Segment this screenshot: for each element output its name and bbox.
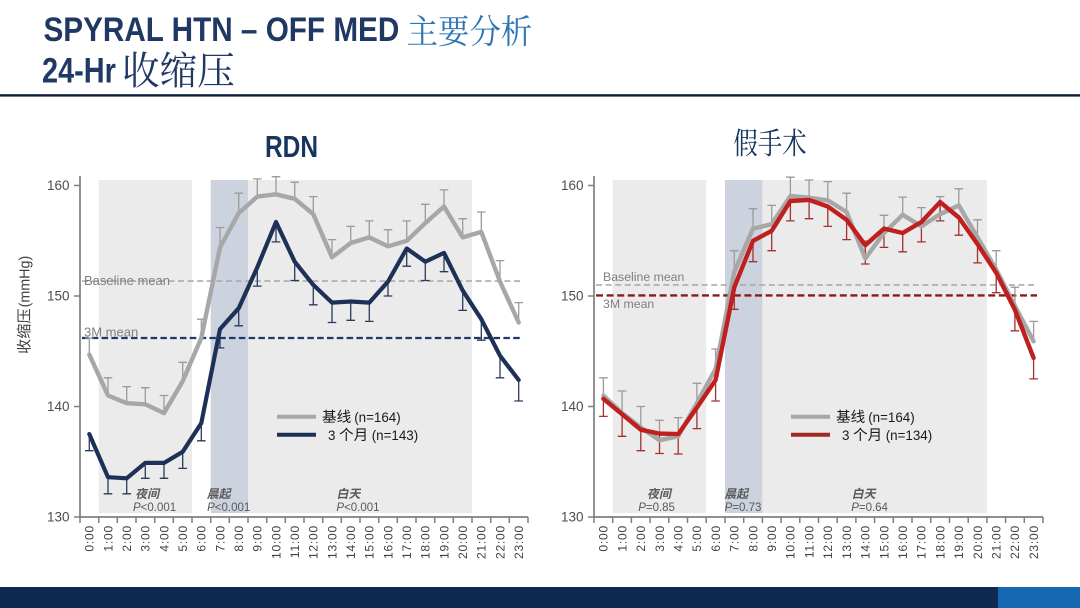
svg-text:2:00: 2:00 [120, 525, 134, 552]
svg-text:21:00: 21:00 [475, 525, 489, 559]
svg-text:7:00: 7:00 [213, 525, 227, 552]
svg-text:21:00: 21:00 [990, 525, 1004, 559]
svg-text:RDN: RDN [265, 129, 318, 163]
svg-text:1:00: 1:00 [615, 525, 629, 552]
svg-text:140: 140 [561, 399, 584, 414]
svg-text:23:00: 23:00 [512, 525, 526, 559]
svg-text:1:00: 1:00 [101, 525, 115, 552]
svg-text:150: 150 [47, 288, 70, 303]
svg-text:P<0.001: P<0.001 [207, 502, 250, 514]
svg-text:(n=134): (n=134) [886, 428, 933, 443]
svg-text:8:00: 8:00 [746, 525, 760, 552]
svg-text:19:00: 19:00 [952, 525, 966, 559]
svg-text:17:00: 17:00 [915, 525, 929, 559]
svg-text:15:00: 15:00 [877, 525, 891, 559]
svg-text:20:00: 20:00 [971, 525, 985, 559]
svg-text:(n=164): (n=164) [868, 410, 915, 425]
svg-text:(mmHg): (mmHg) [18, 256, 34, 308]
svg-text:5:00: 5:00 [690, 525, 704, 552]
svg-text:6:00: 6:00 [709, 525, 723, 552]
svg-text:18:00: 18:00 [419, 525, 433, 559]
svg-text:12:00: 12:00 [821, 525, 835, 559]
svg-text:4:00: 4:00 [672, 525, 686, 552]
svg-text:160: 160 [47, 178, 70, 193]
svg-text:P<0.001: P<0.001 [336, 502, 379, 514]
svg-text:(n=143): (n=143) [372, 428, 419, 443]
svg-text:12:00: 12:00 [307, 525, 321, 559]
svg-text:6:00: 6:00 [195, 525, 209, 552]
svg-text:22:00: 22:00 [493, 525, 507, 559]
svg-text:8:00: 8:00 [232, 525, 246, 552]
svg-text:7:00: 7:00 [728, 525, 742, 552]
svg-text:3M mean: 3M mean [84, 325, 138, 340]
svg-text:17:00: 17:00 [400, 525, 414, 559]
svg-text:16:00: 16:00 [381, 525, 395, 559]
svg-text:14:00: 14:00 [344, 525, 358, 559]
svg-text:P=0.85: P=0.85 [638, 502, 675, 514]
svg-text:22:00: 22:00 [1008, 525, 1022, 559]
svg-text:150: 150 [561, 288, 584, 303]
svg-text:P=0.73: P=0.73 [725, 502, 762, 514]
svg-text:11:00: 11:00 [288, 525, 302, 558]
svg-text:(n=164): (n=164) [354, 410, 401, 425]
svg-text:15:00: 15:00 [363, 525, 377, 559]
svg-text:9:00: 9:00 [765, 525, 779, 552]
svg-text:14:00: 14:00 [859, 525, 873, 559]
svg-text:0:00: 0:00 [83, 525, 97, 552]
svg-text:5:00: 5:00 [176, 525, 190, 552]
svg-text:20:00: 20:00 [456, 525, 470, 559]
svg-text:160: 160 [561, 178, 584, 193]
svg-text:16:00: 16:00 [896, 525, 910, 559]
svg-text:130: 130 [47, 509, 70, 524]
svg-text:3: 3 [328, 428, 335, 443]
svg-text:13:00: 13:00 [325, 525, 339, 559]
svg-text:23:00: 23:00 [1027, 525, 1041, 559]
svg-text:3M mean: 3M mean [603, 297, 654, 311]
svg-text:SPYRAL HTN – OFF MED: SPYRAL HTN – OFF MED [44, 10, 400, 48]
svg-text:0:00: 0:00 [597, 525, 611, 552]
svg-text:10:00: 10:00 [784, 525, 798, 559]
svg-text:P<0.001: P<0.001 [133, 502, 176, 514]
svg-text:3:00: 3:00 [653, 525, 667, 552]
svg-text:24-Hr: 24-Hr [42, 51, 116, 90]
svg-text:Baseline mean: Baseline mean [603, 270, 685, 284]
svg-text:11:00: 11:00 [802, 525, 816, 558]
svg-text:10:00: 10:00 [269, 525, 283, 559]
svg-text:P=0.64: P=0.64 [851, 502, 888, 514]
svg-text:130: 130 [561, 509, 584, 524]
svg-text:9:00: 9:00 [251, 525, 265, 552]
svg-text:18:00: 18:00 [933, 525, 947, 559]
svg-text:2:00: 2:00 [634, 525, 648, 552]
svg-text:13:00: 13:00 [840, 525, 854, 559]
svg-text:3: 3 [842, 428, 849, 443]
svg-text:Baseline mean: Baseline mean [84, 273, 170, 288]
svg-text:140: 140 [47, 399, 70, 414]
svg-text:3:00: 3:00 [139, 525, 153, 552]
svg-text:4:00: 4:00 [157, 525, 171, 552]
svg-text:19:00: 19:00 [437, 525, 451, 559]
